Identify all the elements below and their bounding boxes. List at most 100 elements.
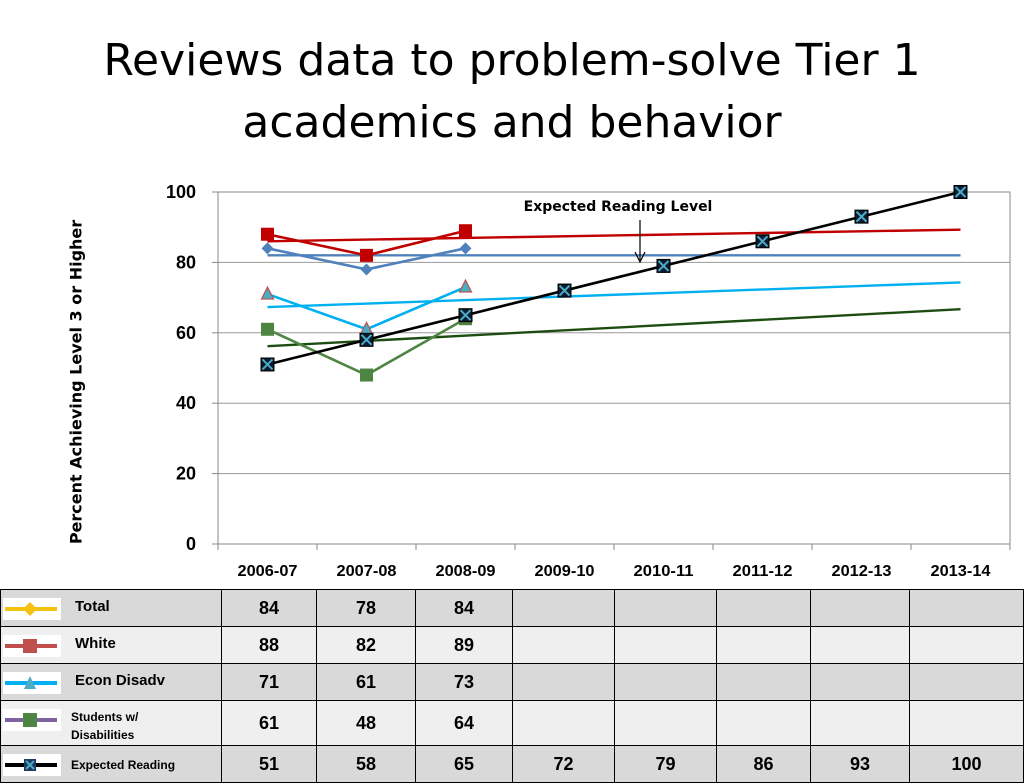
x-tick-label-2007-08: 2007-08 <box>337 563 397 580</box>
y-tick-label-80: 80 <box>176 252 196 272</box>
data-table: Total 84 78 84 White 88 82 89 Econ Disadv 71 61 73 S… <box>0 589 1024 783</box>
table-cell <box>811 590 910 627</box>
table-cell <box>513 701 615 746</box>
table-cell <box>910 701 1024 746</box>
table-cell: 86 <box>717 746 811 783</box>
table-cell: 64 <box>416 701 513 746</box>
table-cell <box>717 627 811 664</box>
table-cell <box>811 627 910 664</box>
point-s4-3 <box>558 284 571 297</box>
legend-swatch-icon <box>3 598 61 620</box>
y-tick-label-100: 100 <box>166 182 196 202</box>
table-cell <box>513 590 615 627</box>
table-cell <box>513 664 615 701</box>
point-s4-5 <box>756 235 769 248</box>
table-cell <box>615 627 717 664</box>
legend-swatch-icon <box>3 709 61 731</box>
table-cell: 58 <box>317 746 416 783</box>
x-axis-ticks: 2006-07 2007-08 2008-09 2009-10 2010-11 2011-… <box>218 544 1010 580</box>
table-cell <box>615 701 717 746</box>
point-s3-1 <box>360 369 373 382</box>
table-cell: 61 <box>222 701 317 746</box>
table-cell <box>910 590 1024 627</box>
table-cell: 89 <box>416 627 513 664</box>
point-s4-6 <box>855 210 868 223</box>
trendlines <box>268 230 961 347</box>
table-cell: 84 <box>416 590 513 627</box>
trendline-1 <box>268 230 961 242</box>
table-row: Econ Disadv 71 61 73 <box>1 664 1024 701</box>
table-cell <box>910 627 1024 664</box>
point-s3-0 <box>261 323 274 336</box>
y-axis-ticks: 0 20 40 60 80 100 <box>166 182 218 554</box>
y-tick-label-0: 0 <box>186 534 196 554</box>
point-s0-0 <box>262 242 274 254</box>
point-s2-2 <box>460 280 472 292</box>
x-tick-label-2006-07: 2006-07 <box>238 563 298 580</box>
table-cell: 61 <box>317 664 416 701</box>
table-row: White 88 82 89 <box>1 627 1024 664</box>
table-cell: 82 <box>317 627 416 664</box>
y-tick-label-60: 60 <box>176 323 196 343</box>
table-cell: 84 <box>222 590 317 627</box>
series-name-cell: White <box>1 627 222 664</box>
point-s0-1 <box>361 263 373 275</box>
series-name-cell: Total <box>1 590 222 627</box>
y-tick-label-40: 40 <box>176 393 196 413</box>
x-tick-label-2013-14: 2013-14 <box>931 563 991 580</box>
table-cell <box>717 590 811 627</box>
table-cell: 72 <box>513 746 615 783</box>
legend-swatch-icon <box>3 754 61 776</box>
x-tick-label-2011-12: 2011-12 <box>733 563 793 580</box>
table-cell <box>615 664 717 701</box>
x-tick-label-2009-10: 2009-10 <box>535 563 595 580</box>
table-cell: 88 <box>222 627 317 664</box>
point-s2-0 <box>262 287 274 299</box>
series-name-label: Expected Reading <box>71 758 175 772</box>
point-s4-4 <box>657 259 670 272</box>
annotation-arrow <box>635 220 645 262</box>
series-name-cell: Expected Reading <box>1 746 222 783</box>
x-tick-label-2008-09: 2008-09 <box>436 563 496 580</box>
point-s4-2 <box>459 309 472 322</box>
series-name-cell: Students w/ Disabilities <box>1 701 222 746</box>
table-cell: 51 <box>222 746 317 783</box>
table-row: Students w/ Disabilities 61 48 64 <box>1 701 1024 746</box>
y-tick-label-20: 20 <box>176 464 196 484</box>
table-row: Expected Reading 51 58 65 72 79 86 93 100 <box>1 746 1024 783</box>
point-s1-1 <box>360 249 373 262</box>
legend-swatch-icon <box>3 672 61 694</box>
series-name-label: Students w/ Disabilities <box>71 708 161 744</box>
table-cell: 78 <box>317 590 416 627</box>
table-row: Total 84 78 84 <box>1 590 1024 627</box>
x-tick-label-2010-11: 2010-11 <box>634 563 694 580</box>
series-name-cell: Econ Disadv <box>1 664 222 701</box>
series-name-label: Econ Disadv <box>75 672 165 689</box>
trendline-2 <box>268 282 961 307</box>
table-cell: 93 <box>811 746 910 783</box>
annotation-expected-reading-level: Expected Reading Level <box>524 199 713 215</box>
point-s1-2 <box>459 224 472 237</box>
table-cell: 73 <box>416 664 513 701</box>
table-cell: 71 <box>222 664 317 701</box>
table-cell: 79 <box>615 746 717 783</box>
point-s0-2 <box>460 242 472 254</box>
table-cell <box>513 627 615 664</box>
line-chart: 0 20 40 60 80 100 2006-07 2007-08 2008-09 2009-1… <box>0 0 1024 590</box>
table-cell <box>717 701 811 746</box>
x-tick-label-2012-13: 2012-13 <box>832 563 892 580</box>
table-cell <box>811 664 910 701</box>
table-cell <box>717 664 811 701</box>
point-s4-7 <box>954 186 967 199</box>
table-cell <box>615 590 717 627</box>
table-cell <box>811 701 910 746</box>
y-axis-label: Percent Achieving Level 3 or Higher <box>67 220 86 544</box>
point-s4-0 <box>261 358 274 371</box>
table-cell <box>910 664 1024 701</box>
point-s4-1 <box>360 333 373 346</box>
table-cell: 65 <box>416 746 513 783</box>
series-name-label: White <box>75 635 116 652</box>
point-s1-0 <box>261 228 274 241</box>
plot-area-border <box>218 192 1010 544</box>
table-cell: 100 <box>910 746 1024 783</box>
